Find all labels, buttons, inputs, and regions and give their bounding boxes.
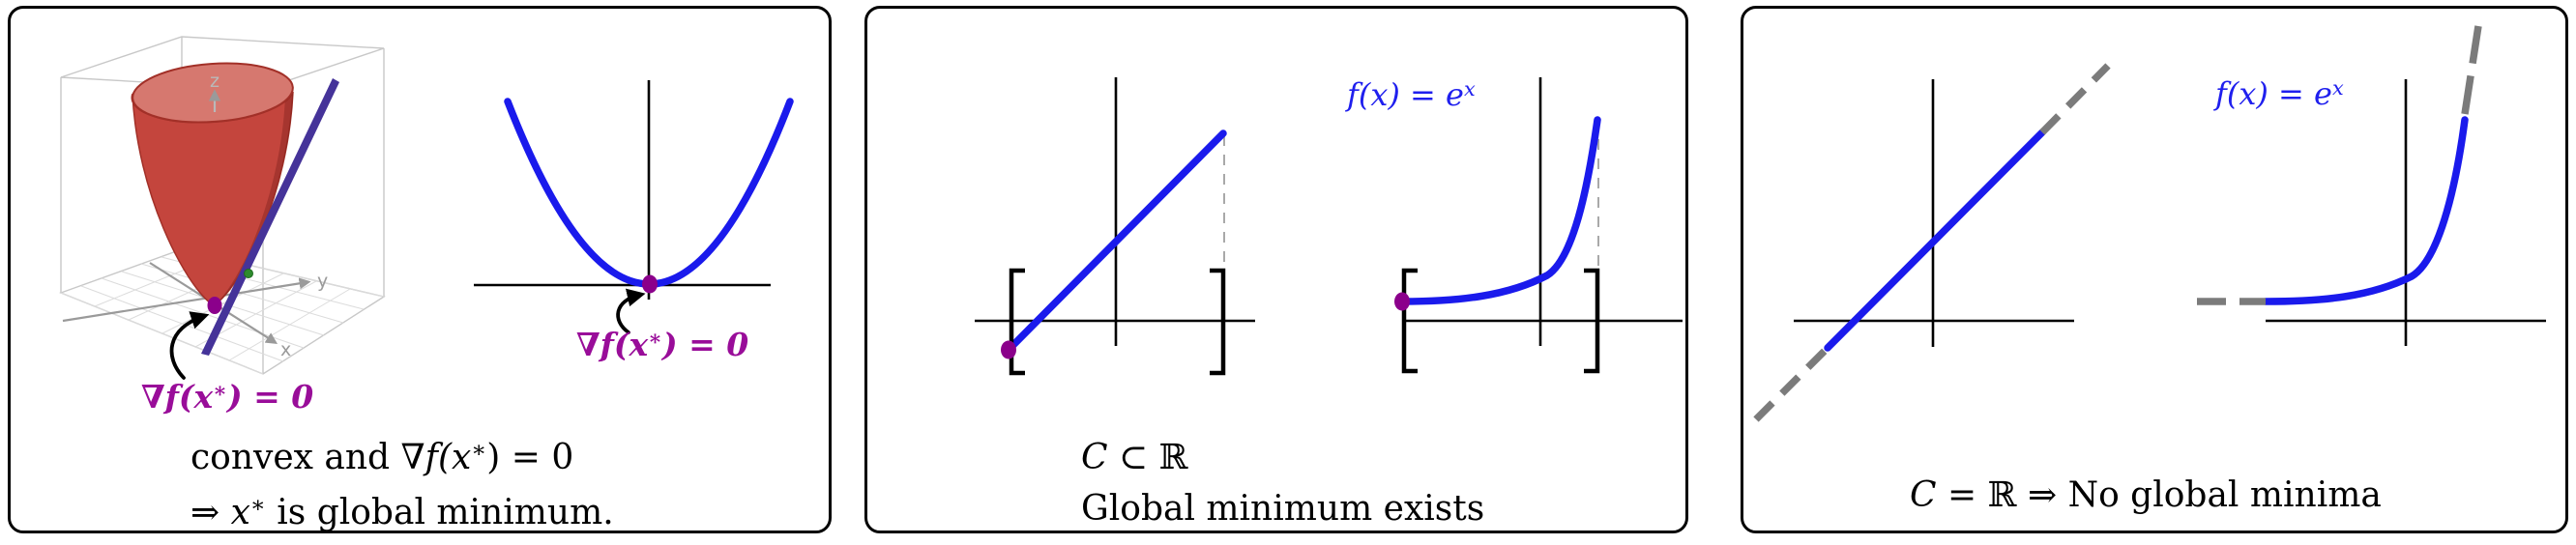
linear-curve	[1005, 129, 1227, 354]
interval-bracket-right	[1584, 268, 1600, 374]
interval-bracket-left	[1009, 268, 1025, 376]
parabola-plot	[474, 80, 794, 334]
exp-function-label-unbounded: f(x) = ex	[2215, 75, 2344, 112]
exp-curve	[2262, 116, 2469, 305]
floor-y-axis	[62, 277, 311, 323]
linear-curve	[1824, 129, 2046, 352]
interval-bracket-left	[1401, 268, 1418, 374]
label-sup: ∗	[648, 327, 662, 352]
minimum-point-2d	[642, 274, 658, 294]
minimum-point	[1001, 340, 1016, 359]
label-part: C	[1910, 475, 1937, 515]
label-part: is global minimum.	[265, 493, 614, 532]
surface-point-green	[244, 269, 253, 278]
panel1-caption: convex and ∇f(x∗) = 0 ⇒ x∗ is global min…	[190, 432, 614, 542]
label-part: ⊂ ℝ	[1107, 438, 1188, 477]
label-sup: x	[2331, 75, 2344, 100]
label-sup: ∗	[213, 379, 227, 404]
label-part: convex and	[190, 438, 401, 477]
caption-line-2: Global minimum exists	[1081, 483, 1484, 534]
label-part: ∇f(x	[400, 438, 472, 477]
panel2-caption: C ⊂ ℝ Global minimum exists	[1081, 432, 1484, 534]
gradient-zero-label-3d: ∇f(x∗) = 0	[116, 378, 338, 416]
interval-bracket-right	[1210, 268, 1226, 376]
exp-function-label-bounded: f(x) = ex	[1347, 76, 1476, 113]
z-axis-label: z	[210, 71, 220, 92]
label-part: ) = 0	[486, 438, 574, 477]
gradient-zero-label-2d: ∇f(x∗) = 0	[549, 326, 776, 363]
annotation-arrow-2d	[616, 288, 646, 334]
surface-plot-3d: y x z	[59, 36, 386, 380]
caption-line-2: ⇒ x∗ is global minimum.	[190, 487, 614, 542]
label-part: ⇒	[190, 493, 231, 532]
line-plot-unbounded	[1753, 63, 2111, 422]
caption-line-1: C ⊂ ℝ	[1081, 432, 1484, 483]
exp-curve	[1398, 116, 1601, 305]
x-axis-label: x	[280, 339, 291, 360]
y-axis-label: y	[317, 271, 328, 292]
extension-dash-lower	[1753, 345, 1830, 422]
label-part: ∇f(x	[575, 326, 649, 363]
label-part: ) = 0	[226, 378, 314, 416]
minimum-point	[1394, 292, 1410, 311]
label-part: f(x) = e	[2215, 75, 2332, 112]
interval-line-plot	[975, 77, 1255, 376]
annotation-arrow-3d	[169, 311, 210, 380]
label-part: = ℝ ⇒ No global minima	[1936, 475, 2382, 515]
tangent-plane-sliver	[201, 78, 339, 356]
panel-unbounded-domain	[1741, 6, 2568, 533]
label-part: x	[230, 493, 250, 532]
label-sup: ∗	[471, 436, 487, 464]
paraboloid-shade	[217, 92, 293, 303]
exp-plot-unbounded	[2197, 25, 2546, 346]
label-part: f(x) = e	[1347, 76, 1464, 113]
label-part: Global minimum exists	[1081, 489, 1485, 529]
minimum-point-3d	[207, 297, 222, 314]
extension-dash-upper	[2039, 63, 2111, 135]
extension-dash-top	[2461, 25, 2482, 115]
label-sup: x	[1463, 76, 1476, 100]
caption-line-1: convex and ∇f(x∗) = 0	[190, 432, 614, 487]
interval-exp-plot	[1394, 77, 1683, 374]
label-sup: ∗	[249, 491, 266, 519]
label-part: C	[1081, 438, 1108, 477]
panel3-caption: C = ℝ ⇒ No global minima	[1910, 470, 2382, 521]
label-part: ) = 0	[661, 326, 749, 363]
label-part: ∇f(x	[140, 378, 214, 416]
